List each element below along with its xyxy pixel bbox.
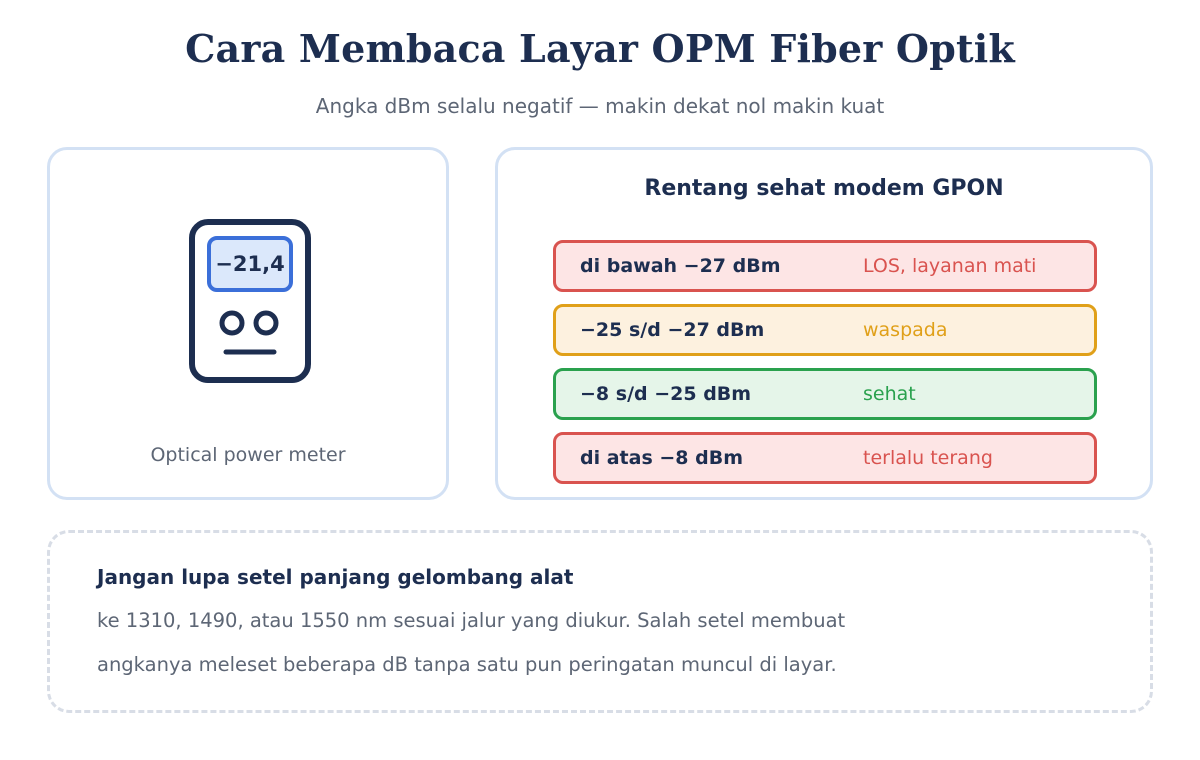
range-row-los: di bawah −27 dBm LOS, layanan mati <box>553 240 1097 292</box>
range-value: −25 s/d −27 dBm <box>580 319 765 341</box>
meter-body-graphic <box>189 219 311 383</box>
device-card: −21,4 Optical power meter <box>47 147 449 500</box>
page-title: Cara Membaca Layar OPM Fiber Optik <box>185 26 1015 71</box>
range-card-title: Rentang sehat modem GPON <box>644 176 1004 201</box>
range-status: terlalu terang <box>863 447 993 469</box>
range-status: waspada <box>863 319 948 341</box>
range-row-terlalu-terang: di atas −8 dBm terlalu terang <box>553 432 1097 484</box>
wavelength-note: Jangan lupa setel panjang gelombang alat… <box>47 530 1153 713</box>
note-line: ke 1310, 1490, atau 1550 nm sesuai jalur… <box>97 609 846 632</box>
device-caption: Optical power meter <box>150 444 346 466</box>
range-row-waspada: −25 s/d −27 dBm waspada <box>553 304 1097 356</box>
range-status: sehat <box>863 383 916 405</box>
note-heading: Jangan lupa setel panjang gelombang alat <box>97 565 574 589</box>
range-status: LOS, layanan mati <box>863 255 1037 277</box>
range-row-sehat: −8 s/d −25 dBm sehat <box>553 368 1097 420</box>
range-value: di atas −8 dBm <box>580 447 744 469</box>
range-card: Rentang sehat modem GPON di bawah −27 dB… <box>495 147 1153 500</box>
range-value: −8 s/d −25 dBm <box>580 383 752 405</box>
optical-power-meter-icon: −21,4 <box>188 218 312 388</box>
page-subtitle: Angka dBm selalu negatif — makin dekat n… <box>315 94 885 118</box>
meter-reading: −21,4 <box>215 252 285 276</box>
range-value: di bawah −27 dBm <box>580 255 781 277</box>
note-line: angkanya meleset beberapa dB tanpa satu … <box>97 653 837 676</box>
